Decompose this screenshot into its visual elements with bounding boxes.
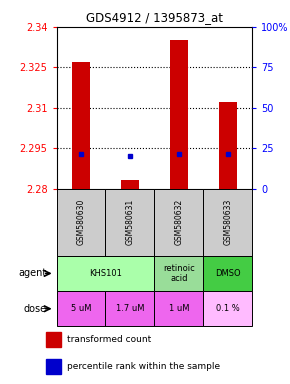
Bar (72, 62, 90, 189)
Text: 1.7 uM: 1.7 uM (116, 304, 144, 313)
Bar (155, 189, 203, 256)
Bar (46, 332, 61, 347)
Text: KHS101: KHS101 (89, 269, 122, 278)
Text: retinoic
acid: retinoic acid (163, 264, 195, 283)
Bar (106, 291, 155, 326)
Text: dose: dose (24, 304, 47, 314)
Text: 1 uM: 1 uM (169, 304, 189, 313)
Bar (155, 256, 203, 291)
Title: GDS4912 / 1395873_at: GDS4912 / 1395873_at (86, 11, 223, 24)
Bar (57, 189, 106, 256)
Bar (57, 256, 155, 291)
Bar (219, 102, 237, 189)
Text: percentile rank within the sample: percentile rank within the sample (67, 362, 220, 371)
Bar (46, 359, 61, 374)
Text: GSM580631: GSM580631 (126, 199, 135, 245)
Text: GSM580630: GSM580630 (77, 199, 86, 245)
Bar (106, 189, 155, 256)
Bar (203, 291, 252, 326)
Bar (57, 291, 106, 326)
Text: GSM580632: GSM580632 (174, 199, 183, 245)
Bar (155, 291, 203, 326)
Text: 5 uM: 5 uM (71, 304, 91, 313)
Bar (203, 256, 252, 291)
Text: 0.1 %: 0.1 % (216, 304, 240, 313)
Bar (121, 180, 139, 189)
Text: agent: agent (19, 268, 47, 278)
Text: DMSO: DMSO (215, 269, 241, 278)
Bar (170, 40, 188, 189)
Text: GSM580633: GSM580633 (223, 199, 232, 245)
Text: transformed count: transformed count (67, 335, 152, 344)
Bar (203, 189, 252, 256)
